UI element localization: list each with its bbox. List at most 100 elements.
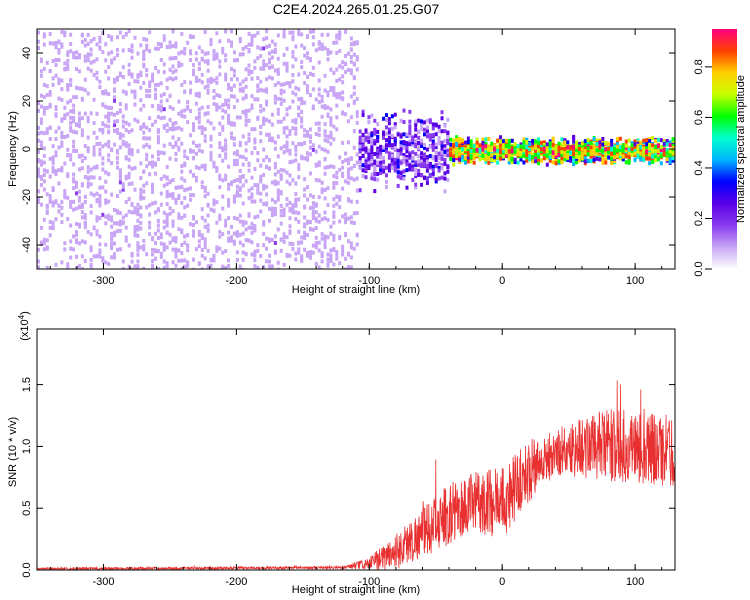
spectrogram-cell	[186, 100, 190, 105]
spectrogram-cell	[162, 225, 166, 230]
spectrogram-cell	[127, 62, 131, 67]
spectrogram-cell	[308, 139, 312, 144]
spectrogram-cell	[39, 176, 43, 181]
colorbar-tick-label: 0.0	[693, 261, 705, 276]
spectrogram-cell	[51, 155, 55, 160]
spectrogram-cell	[323, 138, 327, 143]
spectrogram-cell	[399, 118, 403, 123]
spectrogram-cell	[402, 169, 406, 174]
spectrogram-cell	[300, 65, 304, 70]
spectrogram-cell	[80, 132, 84, 137]
spectrogram-cell	[51, 82, 55, 87]
spectrogram-cell	[80, 166, 84, 171]
snr-frame	[36, 328, 676, 571]
spectrogram-cell	[69, 125, 73, 130]
spectrogram-cell	[156, 236, 160, 241]
spectrogram-cell	[262, 37, 266, 42]
spectrogram-cell	[191, 72, 195, 77]
spectrogram-cell	[338, 91, 342, 96]
spectrogram-cell	[162, 210, 166, 215]
spectrogram-cell	[197, 143, 201, 148]
spectrogram-cell	[171, 192, 175, 197]
spectrogram-cell	[203, 51, 207, 56]
spectrogram-cell	[268, 158, 272, 163]
spectrogram-cell	[136, 243, 140, 248]
spectrogram-cell	[358, 147, 362, 152]
spectrogram-cell	[48, 137, 52, 142]
spectrogram-cell	[60, 143, 64, 148]
spectrogram-cell	[238, 187, 242, 192]
spectrogram-cell	[417, 129, 421, 134]
spectrogram-cell	[393, 122, 397, 127]
spectrogram-cell	[396, 170, 400, 175]
spectrogram-cell	[130, 89, 134, 94]
spectrogram-cell	[37, 259, 40, 264]
spectrogram-cell	[200, 184, 204, 189]
spectrogram-cell	[45, 92, 49, 97]
spectrogram-cell	[326, 202, 330, 207]
spectrogram-cell	[352, 76, 356, 81]
spectrogram-cell	[396, 148, 400, 153]
spectrogram-cell	[314, 216, 318, 221]
spectrogram-cell	[136, 224, 140, 229]
spectrogram-cell	[42, 237, 46, 242]
spectrogram-cell	[484, 159, 488, 164]
spectrogram-cell	[72, 51, 76, 56]
spectrogram-cell	[218, 94, 222, 99]
spectrogram-cell	[349, 68, 353, 73]
spectrogram-cell	[80, 33, 84, 38]
spectrogram-cell	[197, 66, 201, 71]
spectrogram-cell	[241, 174, 245, 179]
spectrogram-cell	[165, 45, 169, 50]
spectrogram-cell	[253, 140, 257, 145]
spectrogram-cell	[48, 174, 52, 179]
spectrogram-cell	[118, 168, 122, 173]
spectrogram-cell	[72, 234, 76, 239]
spectrogram-cell	[162, 219, 166, 224]
spectrogram-cell	[197, 78, 201, 83]
spectrogram-cell	[221, 178, 225, 183]
spectrogram-cell	[534, 156, 538, 161]
spectrogram-cell	[420, 122, 424, 127]
spectrogram-cell	[382, 116, 386, 121]
spectrogram-cell	[133, 89, 137, 94]
spectrogram-cell	[197, 148, 201, 153]
spectrogram-cell	[601, 152, 605, 157]
spectrogram-cell	[589, 159, 593, 164]
spectrogram-cell	[358, 149, 362, 154]
spectrogram-cell	[121, 142, 125, 147]
spectrogram-cell	[428, 137, 432, 142]
spectrogram-cell	[554, 154, 558, 159]
spectrogram-cell	[402, 108, 406, 113]
spectrogram-cell	[194, 175, 198, 180]
spectrogram-cell	[194, 165, 198, 170]
spectrogram-cell	[54, 45, 58, 50]
spectrogram-cell	[253, 224, 257, 229]
spectrogram-cell	[308, 71, 312, 76]
spectrogram-cell	[314, 131, 318, 136]
spectrogram-cell	[273, 200, 277, 205]
spectrogram-cell	[151, 160, 155, 165]
spectrogram-y-label: Frequency (Hz)	[7, 111, 19, 187]
spectrogram-cell	[276, 196, 280, 201]
spectrogram-cell	[387, 137, 391, 142]
spectrogram-cell	[537, 137, 541, 142]
spectrogram-cell	[349, 94, 353, 99]
spectrogram-cell	[148, 83, 152, 88]
spectrogram-cell	[262, 63, 266, 68]
spectrogram-cell	[303, 177, 307, 182]
spectrogram-cell	[273, 68, 277, 73]
spectrogram-cell	[303, 205, 307, 210]
spectrogram-cell	[414, 133, 418, 138]
spectrogram-cell	[92, 226, 96, 231]
spectrogram-cell	[250, 105, 254, 110]
spectrogram-cell	[262, 120, 266, 125]
spectrogram-cell	[133, 102, 137, 107]
spectrogram-cell	[212, 89, 216, 94]
spectrogram-cell	[86, 91, 90, 96]
spectrogram-cell	[639, 156, 643, 161]
spectrogram-cell	[124, 238, 128, 243]
spectrogram-cell	[39, 69, 43, 74]
spectrogram-cell	[165, 230, 169, 235]
spectrogram-cell	[466, 152, 470, 157]
